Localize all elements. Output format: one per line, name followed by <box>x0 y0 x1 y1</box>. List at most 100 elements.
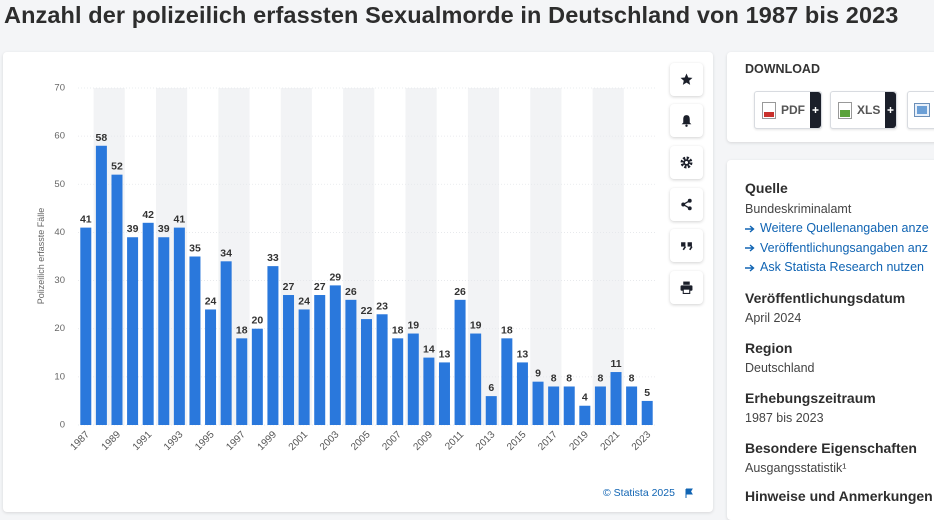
section-value: Deutschland <box>745 361 815 375</box>
source-link[interactable]: Ask Statista Research nutzen <box>745 260 924 274</box>
value-label: 29 <box>329 271 341 283</box>
x-tick-label: 2001 <box>287 429 311 453</box>
value-label: 13 <box>439 348 451 360</box>
value-label: 33 <box>267 252 279 264</box>
section-heading: Quelle <box>745 180 788 196</box>
bar <box>392 338 404 425</box>
value-label: 41 <box>174 214 186 226</box>
bar <box>95 145 107 425</box>
section-heading: Region <box>745 340 793 356</box>
y-tick-label: 10 <box>54 371 65 382</box>
share-button[interactable] <box>670 188 703 221</box>
source-link[interactable]: Veröffentlichungsangaben anz <box>745 241 928 255</box>
value-label: 8 <box>629 372 635 384</box>
value-label: 39 <box>127 223 139 235</box>
favorite-button[interactable] <box>670 63 703 96</box>
page: {"chart_data": {"type": "bar", "title": … <box>3 2 934 520</box>
button-label: XLS <box>857 103 881 117</box>
button-label: PDF <box>781 103 805 117</box>
xls-button[interactable]: XLS <box>830 91 897 129</box>
x-tick-label: 1991 <box>131 429 155 453</box>
link-text: Veröffentlichungsangaben anz <box>760 240 928 255</box>
bar <box>470 333 482 425</box>
y-tick-label: 0 <box>60 420 65 431</box>
link-text: Weitere Quellenangaben anze <box>760 221 929 235</box>
bar <box>376 314 388 425</box>
stripe <box>592 88 624 425</box>
bar <box>80 227 92 425</box>
value-label: 24 <box>298 295 310 307</box>
value-label: 23 <box>376 300 388 312</box>
x-tick-label: 2013 <box>474 429 498 453</box>
x-tick-label: 2017 <box>536 429 560 453</box>
source-link[interactable]: Weitere Quellenangaben anze <box>745 221 929 235</box>
y-tick-label: 40 <box>54 227 65 238</box>
y-tick-label: 30 <box>54 275 65 286</box>
x-tick-label: 2019 <box>567 429 591 453</box>
value-label: 42 <box>142 209 154 221</box>
y-tick-label: 50 <box>54 179 65 190</box>
bar <box>329 285 341 425</box>
bar <box>220 261 232 425</box>
x-tick-label: 1999 <box>256 429 280 453</box>
bar <box>563 386 575 425</box>
bar <box>173 227 185 425</box>
pdf-button[interactable]: PDF <box>754 91 822 129</box>
bar <box>267 266 279 425</box>
value-label: 35 <box>189 243 201 255</box>
value-label: 9 <box>535 368 541 380</box>
value-label: 22 <box>361 305 373 317</box>
value-label: 8 <box>566 372 572 384</box>
download-heading: DOWNLOAD <box>745 62 820 76</box>
notify-button[interactable] <box>670 104 703 137</box>
value-label: 11 <box>610 358 621 370</box>
value-label: 19 <box>470 320 482 332</box>
bar <box>594 386 606 425</box>
value-label: 20 <box>251 315 263 327</box>
value-label: 39 <box>158 223 170 235</box>
value-label: 41 <box>80 214 92 226</box>
bar <box>532 381 544 425</box>
bar <box>142 222 154 425</box>
x-tick-label: 2021 <box>599 429 623 453</box>
bar <box>516 362 528 425</box>
stripe <box>530 88 562 425</box>
section-value: 1987 bis 2023 <box>745 411 824 425</box>
x-tick-label: 2007 <box>380 429 404 453</box>
settings-button[interactable] <box>670 146 703 179</box>
value-label: 26 <box>345 286 357 298</box>
section-heading: Erhebungszeitraum <box>745 390 876 406</box>
x-tick-label: 2005 <box>349 429 373 453</box>
x-tick-label: 2003 <box>318 429 342 453</box>
x-tick-label: 2023 <box>630 429 654 453</box>
value-label: 18 <box>392 324 404 336</box>
print-button[interactable] <box>670 271 703 304</box>
value-label: 18 <box>501 324 513 336</box>
value-label: 34 <box>220 247 232 259</box>
image-button[interactable] <box>907 91 934 129</box>
bar <box>579 405 591 425</box>
x-tick-label: 1997 <box>224 429 248 453</box>
value-label: 14 <box>423 344 435 356</box>
bar <box>158 237 170 425</box>
x-tick-label: 2015 <box>505 429 529 453</box>
value-label: 13 <box>517 348 529 360</box>
bar <box>205 309 217 425</box>
section-heading: Besondere Eigenschaften <box>745 440 917 456</box>
bar <box>626 386 638 425</box>
cite-button[interactable] <box>670 229 703 262</box>
y-tick-label: 70 <box>54 83 65 94</box>
x-tick-label: 1989 <box>100 429 124 453</box>
value-label: 5 <box>644 387 650 399</box>
bar <box>236 338 248 425</box>
x-tick-label: 1993 <box>162 429 186 453</box>
x-tick-label: 1987 <box>68 429 92 453</box>
source-credit[interactable]: © Statista 2025 <box>603 487 694 499</box>
bar <box>298 309 310 425</box>
section-heading: Veröffentlichungsdatum <box>745 290 906 306</box>
value-label: 18 <box>236 324 248 336</box>
bar <box>454 299 466 425</box>
value-label: 6 <box>488 382 494 394</box>
x-tick-label: 2011 <box>443 429 466 452</box>
value-label: 8 <box>551 372 557 384</box>
